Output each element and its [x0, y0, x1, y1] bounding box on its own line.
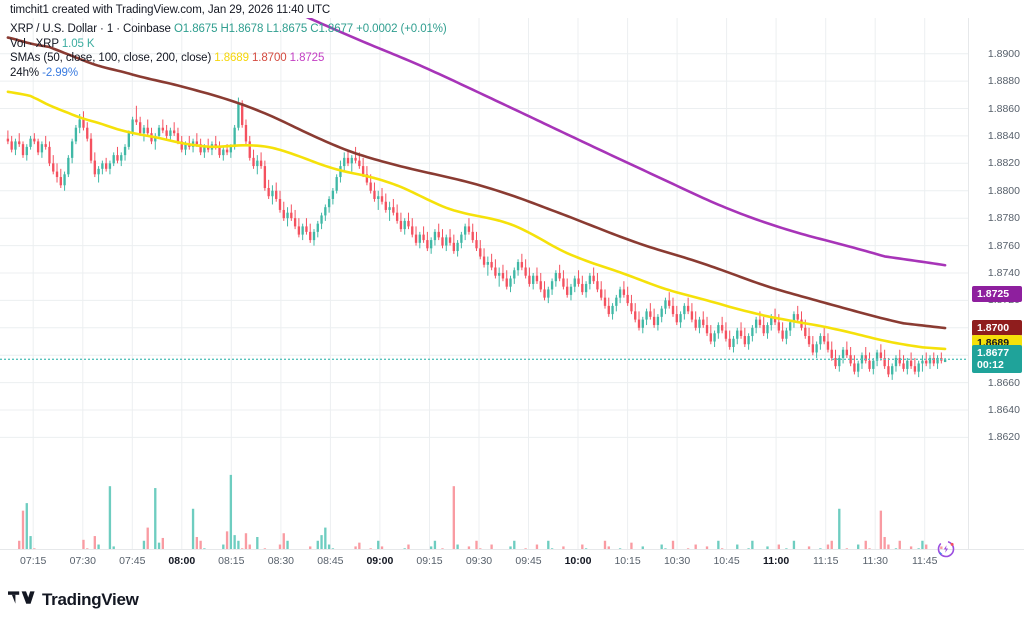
time-tick: 10:30 — [663, 555, 691, 567]
price-tick: 1.8640 — [987, 404, 1020, 416]
price-axis[interactable]: 1.8900 1.8880 1.8860 1.8840 1.8820 1.8800 1.87… — [968, 18, 1024, 572]
last-price-badge[interactable]: 1.8677 00:12 — [972, 345, 1022, 374]
time-tick: 09:15 — [416, 555, 443, 567]
price-tick: 1.8900 — [987, 47, 1020, 60]
price-tick: 1.8660 — [987, 376, 1020, 389]
time-tick: 07:45 — [119, 555, 146, 567]
ai-assistant-icon[interactable] — [936, 539, 956, 559]
time-tick: 11:45 — [911, 555, 938, 567]
countdown-timer: 00:12 — [977, 359, 1004, 372]
time-tick: 07:15 — [20, 555, 47, 567]
price-tick: 1.8880 — [987, 75, 1020, 88]
sma200-badge[interactable]: 1.8725 — [972, 285, 1022, 302]
price-tick: 1.8780 — [987, 212, 1020, 225]
time-tick: 08:45 — [317, 555, 344, 567]
chart-canvas — [0, 18, 968, 567]
time-tick: 07:30 — [69, 555, 96, 567]
time-tick: 08:00 — [168, 555, 196, 567]
price-tick: 1.8840 — [987, 129, 1020, 142]
time-tick: 09:00 — [366, 555, 394, 567]
price-tick: 1.8800 — [987, 184, 1020, 197]
time-tick: 08:15 — [218, 555, 245, 567]
sma200-badge-value: 1.8725 — [977, 287, 1010, 300]
time-tick: 10:15 — [614, 555, 641, 567]
price-tick: 1.8620 — [987, 431, 1020, 444]
tradingview-brand: TradingView — [8, 589, 139, 611]
time-tick: 11:15 — [812, 555, 839, 567]
last-price-badge-value: 1.8677 — [977, 347, 1010, 360]
chart-plot-area[interactable] — [0, 18, 968, 567]
price-tick: 1.8760 — [987, 239, 1020, 252]
sma100-badge[interactable]: 1.8700 — [972, 319, 1022, 336]
chart-frame: XRP / U.S. Dollar · 1 · Coinbase O1.8675… — [0, 18, 1024, 572]
tradingview-brand-name: TradingView — [42, 590, 139, 609]
price-tick: 1.8860 — [987, 102, 1020, 115]
time-tick: 09:45 — [515, 555, 542, 567]
price-tick: 1.8820 — [987, 157, 1020, 170]
price-tick: 1.8740 — [987, 267, 1020, 279]
time-axis[interactable]: 07:15 07:30 07:45 08:00 08:15 08:30 08:45 09:00… — [0, 549, 1024, 572]
tradingview-logo-icon — [8, 589, 35, 611]
time-tick: 10:45 — [713, 555, 740, 567]
time-tick: 10:00 — [564, 555, 592, 567]
time-tick: 11:30 — [862, 555, 888, 567]
attribution-text: timchit1 created with TradingView.com, J… — [10, 4, 331, 16]
time-tick: 11:00 — [762, 555, 790, 567]
time-tick: 09:30 — [465, 555, 493, 567]
sma100-badge-value: 1.8700 — [977, 321, 1010, 334]
time-tick: 08:30 — [267, 555, 295, 567]
